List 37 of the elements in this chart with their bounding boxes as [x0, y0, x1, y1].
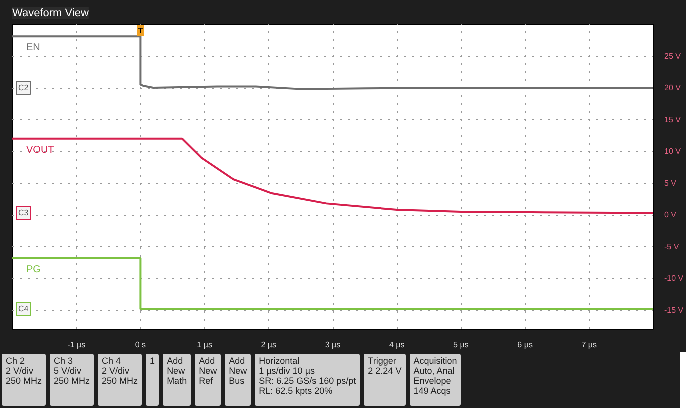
text: 1 [146, 354, 160, 406]
y-tick-label: 20 V [664, 84, 682, 93]
y-tick-label: -5 V [664, 242, 680, 252]
annotation: C4 [18, 304, 30, 314]
y-tick-label: 5 V [664, 178, 678, 188]
series-label: VOUT [26, 144, 54, 156]
text: Ch 2 2 V/div 250 MHz [2, 354, 46, 406]
chart-title: Waveform View [12, 8, 89, 20]
text: Add New Bus [225, 354, 252, 406]
text: Acquisition Auto, Anal Envelope 149 Acqs [410, 354, 462, 406]
x-tick-label: 7 µs [582, 340, 598, 350]
y-tick-label: -15 V [664, 306, 684, 315]
y-tick-label: 15 V [664, 115, 682, 124]
text: Add New Ref [195, 354, 222, 406]
text: Ch 4 2 V/div 250 MHz [98, 354, 142, 406]
text: Horizontal 1 µs/div 10 µs SR: 6.25 GS/s 160 ps/pt RL: 62.5 kpts 20% [255, 354, 360, 406]
y-tick-label: -10 V [664, 274, 684, 284]
text: Trigger 2 2.24 V [364, 354, 406, 406]
x-tick-label: 0 s [135, 340, 146, 350]
line-series [12, 138, 654, 214]
series-label: EN [26, 42, 40, 54]
annotation: C3 [18, 208, 30, 218]
annotation: T [138, 26, 144, 36]
x-tick-label: 5 µs [454, 340, 469, 350]
x-tick-label: 6 µs [518, 340, 533, 350]
x-tick-label: 2 µs [261, 340, 277, 350]
x-tick-label: 3 µs [325, 340, 341, 350]
x-tick-label: 4 µs [389, 340, 405, 350]
y-tick-label: 10 V [664, 147, 682, 156]
x-tick-label: 1 µs [197, 340, 212, 350]
text: Ch 3 5 V/div 250 MHz [50, 354, 94, 406]
text: Add New Math [163, 354, 192, 406]
annotation: C2 [18, 84, 30, 93]
y-tick-label: 25 V [664, 52, 682, 61]
series-label: PG [26, 264, 42, 276]
y-tick-label: 0 V [664, 210, 678, 220]
x-tick-label: -1 µs [68, 340, 86, 350]
